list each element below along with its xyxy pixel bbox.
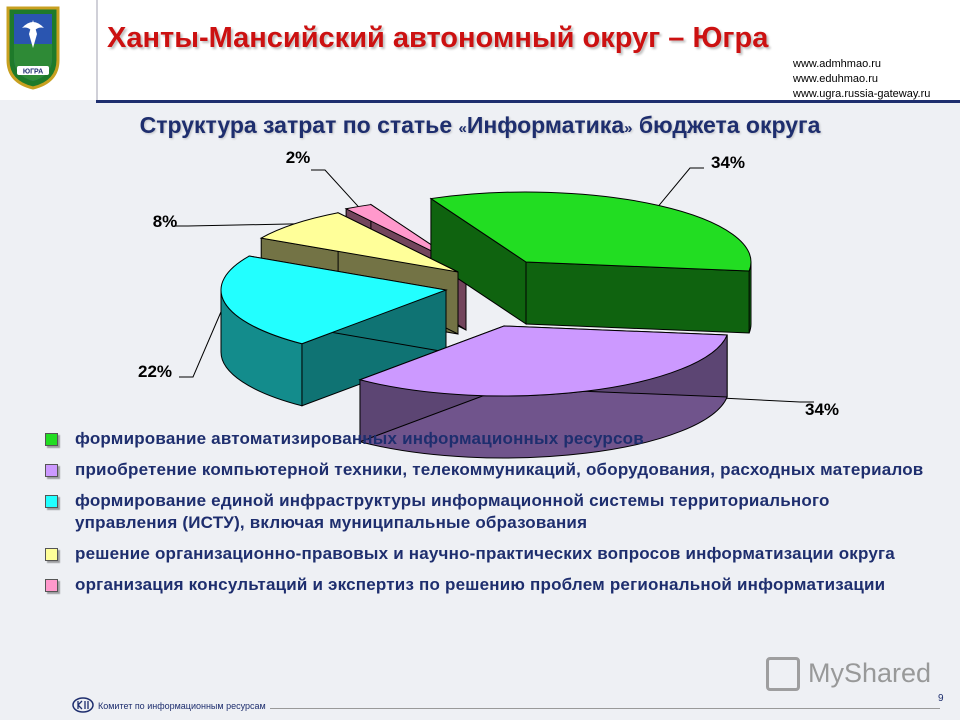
- legend-item: организация консультаций и экспертиз по …: [45, 574, 925, 596]
- legend-swatch: [45, 464, 58, 477]
- website-list: www.admhmao.ru www.eduhmao.ru www.ugra.r…: [793, 57, 930, 102]
- leader-line: [179, 302, 226, 378]
- leader-line: [658, 167, 704, 206]
- leader-line: [311, 169, 359, 207]
- pie-slice-top: [429, 191, 752, 272]
- legend-item: приобретение компьютерной техники, телек…: [45, 459, 925, 481]
- website-link[interactable]: www.ugra.russia-gateway.ru: [793, 88, 931, 100]
- watermark-icon: [766, 657, 800, 691]
- coat-of-arms-icon: ЮГРА: [6, 6, 60, 90]
- chart-title-quote: »: [624, 120, 633, 137]
- data-label: 2%: [286, 148, 311, 167]
- data-label: 34%: [711, 153, 745, 172]
- legend-swatch: [45, 548, 58, 561]
- website-link[interactable]: www.admhmao.ru: [793, 58, 882, 70]
- pie-slice-top: [220, 255, 448, 345]
- legend-label: формирование автоматизированных информац…: [75, 429, 644, 448]
- chart-title-part: бюджета округа: [632, 112, 821, 138]
- footer-text: Комитет по информационным ресурсам: [98, 701, 270, 711]
- chart-title-part: Структура затрат по статье: [139, 112, 459, 138]
- pie-slice-wall: [525, 261, 750, 334]
- emblem-label: ЮГРА: [23, 69, 43, 76]
- footer-rule: [140, 708, 940, 709]
- pie-slice: [358, 325, 728, 459]
- data-label: 8%: [153, 212, 178, 231]
- legend-swatch: [45, 433, 58, 446]
- data-label: 34%: [805, 400, 839, 419]
- legend-swatch: [45, 495, 58, 508]
- legend-label: формирование единой инфраструктуры инфор…: [75, 491, 830, 532]
- chart-title: Структура затрат по статье «Информатика»…: [0, 112, 960, 139]
- legend-item: решение организационно-правовых и научно…: [45, 543, 925, 565]
- committee-logo-icon: [72, 697, 94, 713]
- legend-label: приобретение компьютерной техники, телек…: [75, 460, 924, 479]
- header-bar: ЮГРА Ханты-Мансийский автономный округ –…: [0, 0, 960, 100]
- watermark: MyShared: [808, 658, 932, 688]
- chart-title-quote: «: [458, 120, 467, 137]
- pie-slice: [429, 191, 752, 334]
- header-rule: [96, 100, 960, 103]
- pie-slice-top: [358, 325, 728, 397]
- data-label: 22%: [138, 362, 172, 381]
- page-number: 9: [938, 693, 944, 704]
- chart-title-part: Информатика: [466, 112, 625, 138]
- page-title: Ханты-Мансийский автономный округ – Югра: [107, 22, 769, 54]
- pie-slice-top: [259, 212, 459, 273]
- leader-line: [174, 223, 295, 227]
- legend-item: формирование автоматизированных информац…: [45, 428, 925, 450]
- pie-slice: [220, 255, 448, 407]
- legend-label: организация консультаций и экспертиз по …: [75, 575, 886, 594]
- header-divider: [96, 0, 98, 100]
- legend-item: формирование единой инфраструктуры инфор…: [45, 490, 925, 534]
- website-link[interactable]: www.eduhmao.ru: [793, 73, 878, 85]
- chart-legend: формирование автоматизированных информац…: [45, 428, 925, 605]
- legend-label: решение организационно-правовых и научно…: [75, 544, 895, 563]
- legend-swatch: [45, 579, 58, 592]
